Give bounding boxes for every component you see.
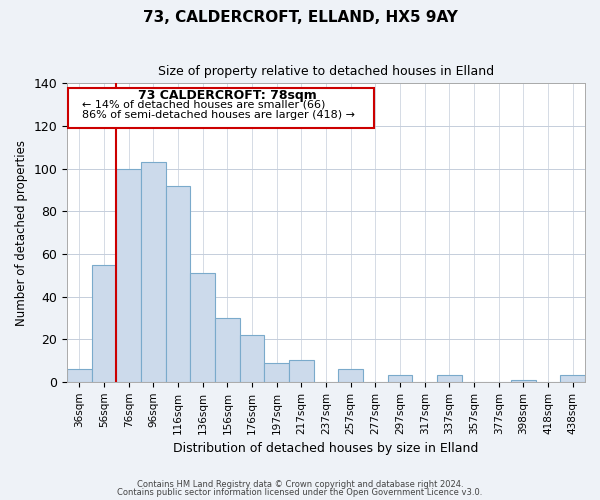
Bar — [265, 362, 289, 382]
Bar — [67, 369, 92, 382]
Text: 73, CALDERCROFT, ELLAND, HX5 9AY: 73, CALDERCROFT, ELLAND, HX5 9AY — [143, 10, 457, 25]
Bar — [338, 369, 363, 382]
Y-axis label: Number of detached properties: Number of detached properties — [15, 140, 28, 326]
Bar — [92, 264, 116, 382]
X-axis label: Distribution of detached houses by size in Elland: Distribution of detached houses by size … — [173, 442, 479, 455]
FancyBboxPatch shape — [68, 88, 374, 128]
Bar — [560, 376, 585, 382]
Bar — [289, 360, 314, 382]
Text: ← 14% of detached houses are smaller (66): ← 14% of detached houses are smaller (66… — [82, 100, 325, 110]
Text: Contains HM Land Registry data © Crown copyright and database right 2024.: Contains HM Land Registry data © Crown c… — [137, 480, 463, 489]
Bar — [240, 335, 265, 382]
Title: Size of property relative to detached houses in Elland: Size of property relative to detached ho… — [158, 65, 494, 78]
Bar — [116, 168, 141, 382]
Bar — [388, 376, 412, 382]
Bar — [437, 376, 462, 382]
Bar — [141, 162, 166, 382]
Text: Contains public sector information licensed under the Open Government Licence v3: Contains public sector information licen… — [118, 488, 482, 497]
Text: 73 CALDERCROFT: 78sqm: 73 CALDERCROFT: 78sqm — [138, 88, 317, 102]
Bar — [166, 186, 190, 382]
Bar — [511, 380, 536, 382]
Bar — [215, 318, 240, 382]
Text: 86% of semi-detached houses are larger (418) →: 86% of semi-detached houses are larger (… — [82, 110, 355, 120]
Bar — [190, 273, 215, 382]
